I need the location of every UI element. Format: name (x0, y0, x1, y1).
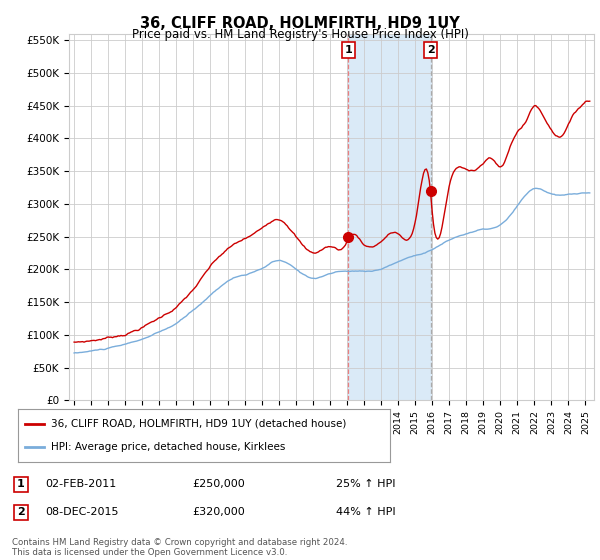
Text: 25% ↑ HPI: 25% ↑ HPI (336, 479, 395, 489)
Text: 36, CLIFF ROAD, HOLMFIRTH, HD9 1UY: 36, CLIFF ROAD, HOLMFIRTH, HD9 1UY (140, 16, 460, 31)
Bar (348, 34, 431, 400)
Text: 2: 2 (17, 507, 25, 517)
Text: £250,000: £250,000 (192, 479, 245, 489)
Text: 08-DEC-2015: 08-DEC-2015 (45, 507, 119, 517)
Text: 44% ↑ HPI: 44% ↑ HPI (336, 507, 395, 517)
Text: Contains HM Land Registry data © Crown copyright and database right 2024.
This d: Contains HM Land Registry data © Crown c… (12, 538, 347, 557)
Text: 1: 1 (17, 479, 25, 489)
Text: HPI: Average price, detached house, Kirklees: HPI: Average price, detached house, Kirk… (52, 442, 286, 452)
Text: 36, CLIFF ROAD, HOLMFIRTH, HD9 1UY (detached house): 36, CLIFF ROAD, HOLMFIRTH, HD9 1UY (deta… (52, 419, 347, 429)
Text: 02-FEB-2011: 02-FEB-2011 (45, 479, 116, 489)
Text: £320,000: £320,000 (192, 507, 245, 517)
Text: Price paid vs. HM Land Registry's House Price Index (HPI): Price paid vs. HM Land Registry's House … (131, 28, 469, 41)
Text: 1: 1 (344, 45, 352, 55)
Text: 2: 2 (427, 45, 434, 55)
